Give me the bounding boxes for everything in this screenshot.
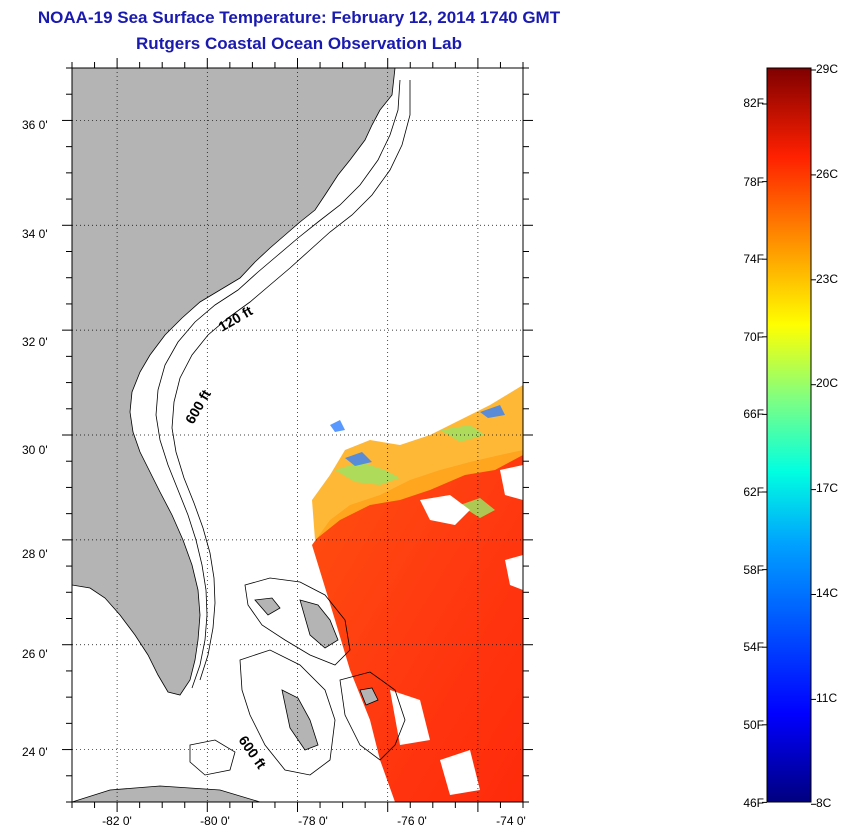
lat-tick-label: 26 0' (22, 647, 48, 661)
lat-tick-label: 30 0' (22, 443, 48, 457)
colorbar-label-f: 54F (743, 640, 764, 654)
sst-cool-fringe (312, 385, 523, 540)
contour-600ft (171, 80, 411, 681)
lat-tick-label: 34 0' (22, 227, 48, 241)
colorbar-label-f: 78F (743, 175, 764, 189)
land-cuba (72, 785, 261, 802)
colorbar-label-c: 20C (816, 376, 839, 390)
lon-tick-label: -78 0' (298, 814, 328, 828)
lon-tick-label: -76 0' (397, 814, 427, 828)
colorbar-label-c: 17C (816, 481, 839, 495)
lat-tick-label: 28 0' (22, 547, 48, 561)
colorbar-label-f: 50F (743, 718, 764, 732)
map-subtitle: Rutgers Coastal Ocean Observation Lab (136, 34, 462, 53)
lon-tick-label: -74 0' (496, 814, 526, 828)
colorbar-label-f: 62F (743, 485, 764, 499)
map-ticks (62, 58, 533, 812)
land-bahamas-2 (281, 689, 319, 751)
land-bahamas-3 (254, 597, 379, 706)
colorbar-label-c: 8C (816, 796, 832, 810)
colorbar-label-c: 14C (816, 586, 839, 600)
colorbar-label-f: 82F (743, 96, 764, 110)
colorbar-label-c: 29C (816, 62, 839, 76)
colorbar-label-f: 58F (743, 563, 764, 577)
colorbar-label-f: 66F (743, 407, 764, 421)
lon-tick-label: -80 0' (200, 814, 230, 828)
contour-120ft (155, 79, 401, 689)
colorbar-label-c: 11C (816, 691, 838, 705)
lat-tick-label: 24 0' (22, 745, 48, 759)
land-mainland (72, 68, 396, 696)
sst-blue-patches (330, 405, 505, 466)
lat-tick-label: 36 0' (22, 118, 48, 132)
lon-tick-label: -82 0' (102, 814, 132, 828)
colorbar-ticks (762, 69, 816, 805)
sst-data-swath (312, 450, 523, 802)
colorbar-label-c: 26C (816, 167, 839, 181)
contour-bahamas (189, 577, 406, 776)
sst-green-patches (335, 425, 495, 518)
colorbar-label-f: 70F (743, 330, 764, 344)
colorbar-label-c: 23C (816, 272, 839, 286)
map-title: NOAA-19 Sea Surface Temperature: Februar… (37, 8, 561, 27)
lat-tick-label: 32 0' (22, 335, 48, 349)
land-bahamas-1 (299, 599, 339, 649)
colorbar (766, 67, 812, 803)
colorbar-label-f: 74F (743, 252, 764, 266)
colorbar-label-f: 46F (743, 796, 764, 810)
